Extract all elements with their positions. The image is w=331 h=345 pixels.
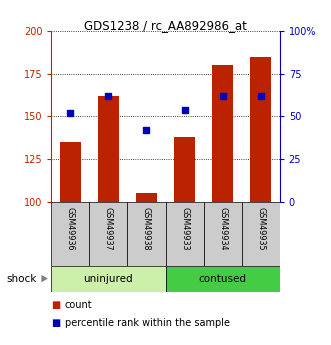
Text: percentile rank within the sample: percentile rank within the sample [65, 318, 229, 327]
Text: GSM49937: GSM49937 [104, 207, 113, 250]
Bar [127, 202, 166, 266]
Text: GSM49938: GSM49938 [142, 207, 151, 250]
Text: count: count [65, 300, 92, 310]
Text: GDS1238 / rc_AA892986_at: GDS1238 / rc_AA892986_at [84, 19, 247, 32]
Bar [51, 266, 166, 292]
Bar [250, 57, 271, 202]
Bar [51, 202, 89, 266]
Text: ■: ■ [51, 300, 61, 310]
Text: shock: shock [7, 274, 37, 284]
Text: ■: ■ [51, 318, 61, 327]
Bar [212, 65, 233, 202]
Polygon shape [41, 275, 48, 282]
Text: uninjured: uninjured [84, 274, 133, 284]
Text: GSM49936: GSM49936 [66, 207, 75, 250]
Text: GSM49935: GSM49935 [256, 207, 265, 250]
Bar [98, 96, 119, 202]
Bar [204, 202, 242, 266]
Text: contused: contused [199, 274, 247, 284]
Bar [166, 202, 204, 266]
Text: GSM49934: GSM49934 [218, 207, 227, 250]
Bar [242, 202, 280, 266]
Bar [89, 202, 127, 266]
Bar [60, 142, 81, 202]
Bar [136, 193, 157, 202]
Bar [174, 137, 195, 202]
Bar [166, 266, 280, 292]
Text: GSM49933: GSM49933 [180, 207, 189, 250]
